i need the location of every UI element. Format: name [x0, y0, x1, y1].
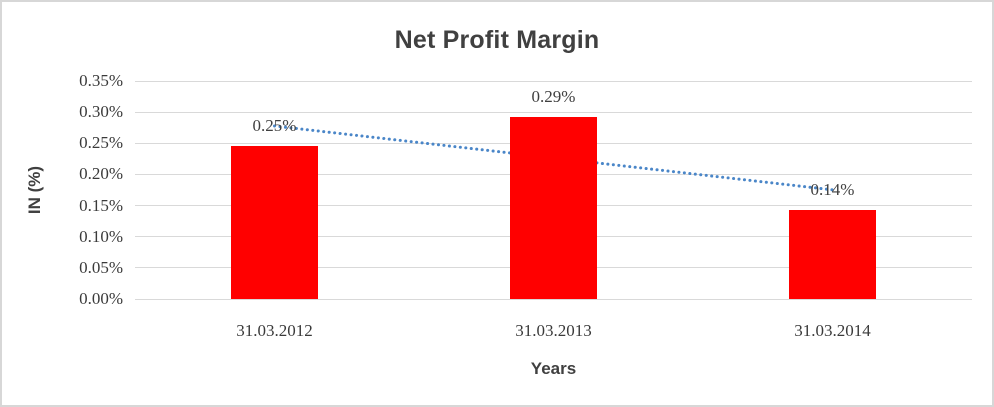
- y-tick-label: 0.15%: [79, 195, 123, 215]
- x-tick-label: 31.03.2012: [236, 321, 313, 340]
- y-tick-label: 0.00%: [79, 289, 123, 308]
- bar: [510, 117, 597, 299]
- data-label: 0.14%: [810, 180, 855, 200]
- y-tick-label: 0.25%: [79, 133, 123, 153]
- plot-area: 0.25% 0.29% 0.14%: [135, 80, 972, 300]
- y-tick-label: 0.20%: [79, 164, 123, 184]
- x-tick-label: 31.03.2013: [515, 321, 592, 340]
- x-axis-tick-labels: 31.03.2012 31.03.2013 31.03.2014: [135, 320, 972, 342]
- y-tick-label: 0.05%: [79, 257, 123, 277]
- y-axis-tick-labels: 0.00% 0.05% 0.10% 0.15% 0.20% 0.25% 0.30% 0.35%: [2, 71, 123, 308]
- y-tick-label: 0.30%: [79, 102, 123, 122]
- gridline: [135, 111, 972, 113]
- chart-title: Net Profit Margin: [394, 26, 600, 54]
- x-tick-label: 31.03.2014: [794, 321, 871, 340]
- x-axis-title: Years: [530, 359, 577, 378]
- data-label: 0.25%: [252, 116, 297, 136]
- bar: [789, 210, 876, 299]
- y-tick-label: 0.10%: [79, 226, 123, 246]
- gridline: [135, 80, 972, 82]
- bar: [231, 146, 318, 299]
- data-label: 0.29%: [531, 87, 576, 107]
- gridline: [135, 298, 972, 300]
- y-tick-label: 0.35%: [79, 71, 123, 90]
